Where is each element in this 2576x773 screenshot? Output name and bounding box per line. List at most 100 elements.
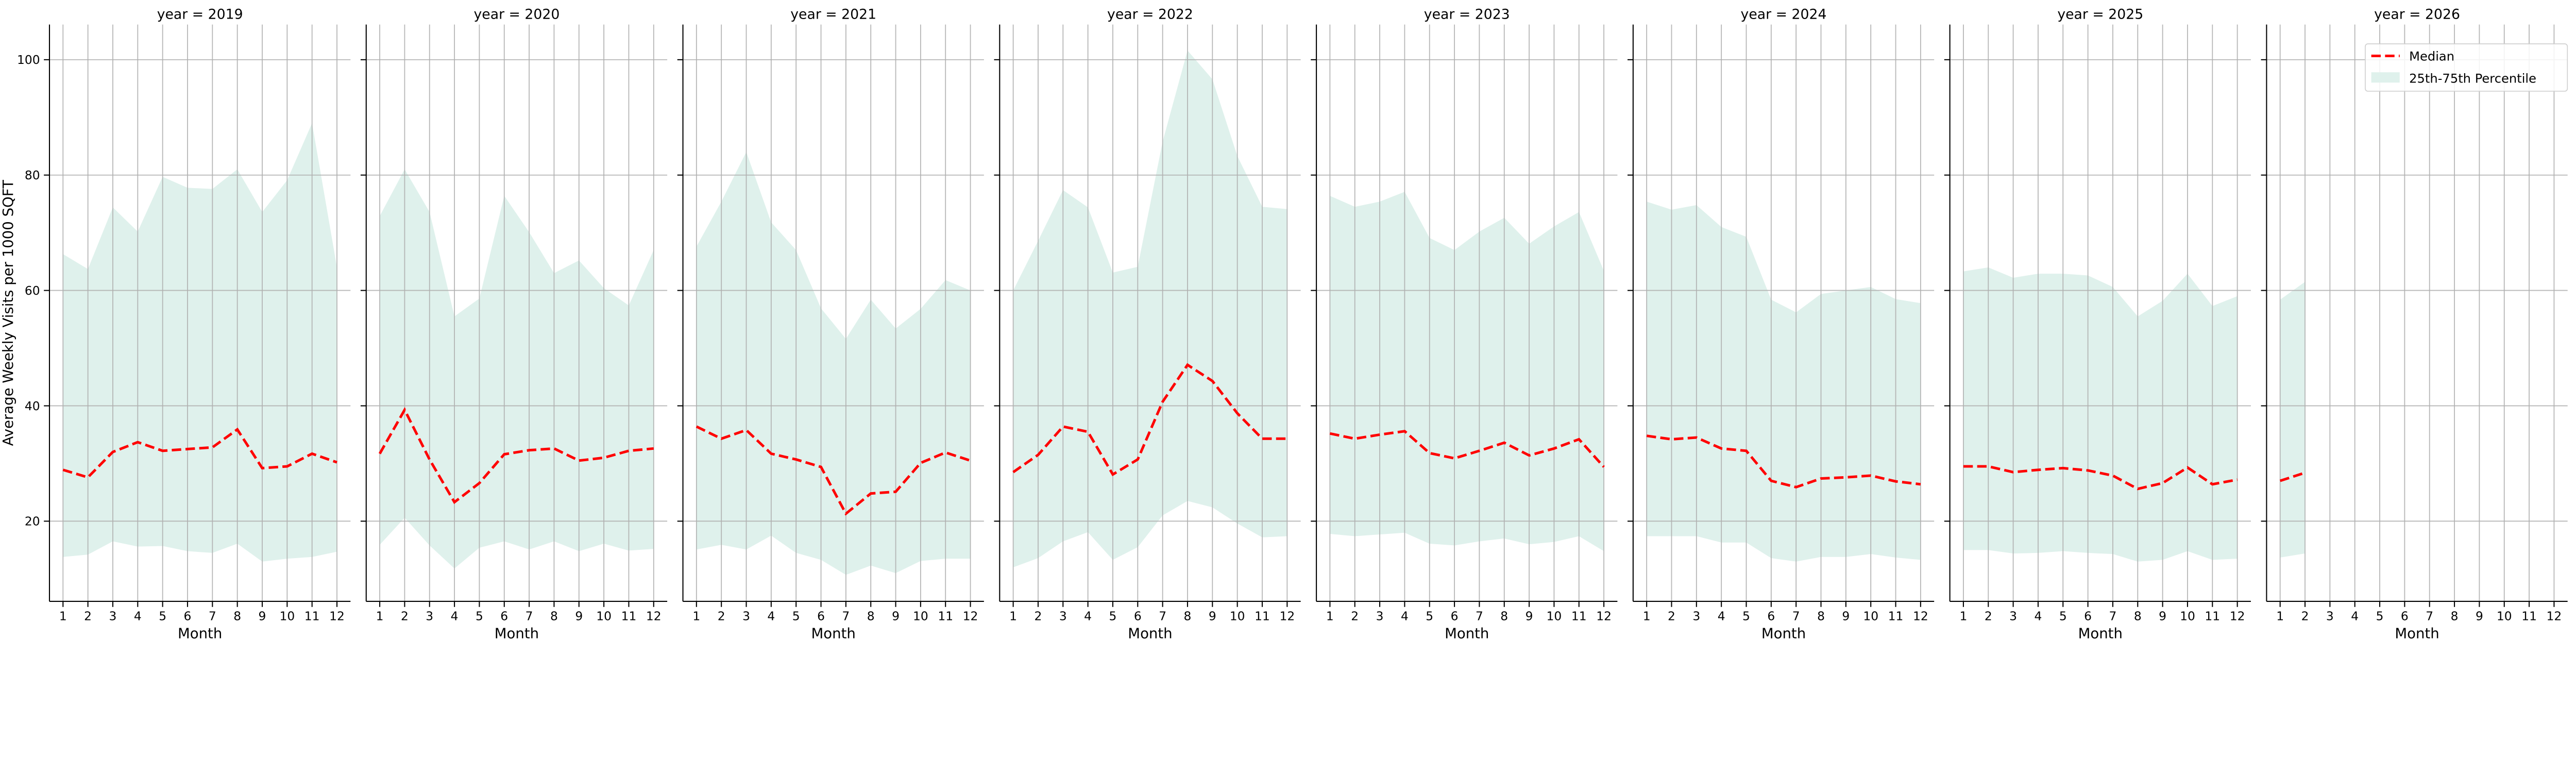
- x-tick-label: 1: [2276, 609, 2284, 624]
- x-tick-label: 3: [109, 609, 117, 624]
- y-tick-label: 40: [25, 399, 40, 413]
- x-tick-label: 3: [742, 609, 750, 624]
- x-tick-label: 9: [2159, 609, 2166, 624]
- percentile-band: [1647, 201, 1921, 562]
- x-tick-label: 8: [867, 609, 875, 624]
- x-tick-label: 4: [1084, 609, 1092, 624]
- x-tick-label: 10: [1547, 609, 1562, 624]
- percentile-band: [1330, 192, 1604, 551]
- x-tick-label: 10: [1863, 609, 1878, 624]
- median-line: [2279, 471, 2306, 482]
- legend-band-swatch: [2371, 72, 2400, 83]
- y-tick-label: 20: [25, 514, 40, 529]
- x-axis-label: Month: [495, 626, 539, 642]
- legend: Median 25th-75th Percentile: [2365, 43, 2568, 92]
- x-tick-label: 12: [1596, 609, 1612, 624]
- y-axis-label: Average Weekly Visits per 1000 SQFT: [0, 180, 16, 446]
- x-tick-label: 5: [2376, 609, 2384, 624]
- percentile-band: [1013, 50, 1287, 567]
- x-tick-label: 2: [1668, 609, 1675, 624]
- x-tick-label: 5: [159, 609, 166, 624]
- x-tick-label: 10: [1230, 609, 1245, 624]
- facet-title: year = 2026: [2374, 7, 2460, 23]
- x-axis-label: Month: [1445, 626, 1489, 642]
- x-tick-label: 4: [2351, 609, 2359, 624]
- x-tick-label: 7: [209, 609, 216, 624]
- y-tick-label: 60: [25, 283, 40, 298]
- x-tick-label: 10: [2180, 609, 2195, 624]
- x-tick-label: 3: [1692, 609, 1700, 624]
- x-tick-label: 6: [1451, 609, 1459, 624]
- x-tick-label: 5: [2059, 609, 2067, 624]
- x-tick-label: 6: [2084, 609, 2092, 624]
- x-tick-label: 12: [646, 609, 662, 624]
- x-tick-label: 10: [596, 609, 612, 624]
- percentile-band: [1963, 267, 2238, 562]
- x-tick-label: 11: [2521, 609, 2537, 624]
- x-axis-label: Month: [2078, 626, 2123, 642]
- x-tick-label: 12: [1913, 609, 1928, 624]
- x-tick-label: 2: [1985, 609, 1992, 624]
- x-tick-label: 9: [1842, 609, 1850, 624]
- x-tick-label: 9: [259, 609, 266, 624]
- x-tick-label: 12: [963, 609, 978, 624]
- x-axis-label: Month: [1128, 626, 1172, 642]
- x-tick-label: 2: [1035, 609, 1042, 624]
- x-tick-label: 4: [1401, 609, 1409, 624]
- x-tick-label: 8: [550, 609, 558, 624]
- x-tick-label: 1: [376, 609, 384, 624]
- x-tick-label: 2: [401, 609, 409, 624]
- x-axis-label: Month: [178, 626, 222, 642]
- x-tick-label: 7: [2109, 609, 2117, 624]
- x-tick-label: 9: [1209, 609, 1216, 624]
- x-tick-label: 7: [2426, 609, 2433, 624]
- x-tick-label: 9: [892, 609, 900, 624]
- x-tick-label: 8: [1817, 609, 1825, 624]
- x-tick-label: 12: [329, 609, 345, 624]
- x-tick-label: 3: [1059, 609, 1067, 624]
- x-tick-label: 9: [2476, 609, 2483, 624]
- legend-band-label: 25th-75th Percentile: [2409, 71, 2536, 86]
- median-line: [1963, 465, 2238, 491]
- x-tick-label: 6: [817, 609, 825, 624]
- y-tick-label: 100: [17, 53, 40, 67]
- x-tick-label: 5: [1109, 609, 1117, 624]
- x-axis-label: Month: [811, 626, 856, 642]
- x-tick-label: 11: [1571, 609, 1587, 624]
- legend-box: [2365, 43, 2568, 92]
- x-tick-label: 8: [2451, 609, 2459, 624]
- x-tick-label: 12: [2547, 609, 2562, 624]
- x-tick-label: 4: [767, 609, 775, 624]
- x-tick-label: 6: [2401, 609, 2409, 624]
- percentile-band: [2280, 281, 2306, 558]
- median-line: [1012, 363, 1287, 477]
- x-tick-label: 7: [1159, 609, 1166, 624]
- facet-title: year = 2022: [1107, 7, 1193, 23]
- x-tick-label: 3: [1376, 609, 1384, 624]
- x-tick-label: 7: [526, 609, 533, 624]
- x-tick-label: 11: [1255, 609, 1270, 624]
- median-line: [62, 427, 337, 479]
- median-line: [1329, 430, 1605, 468]
- x-axis-label: Month: [2395, 626, 2439, 642]
- x-tick-label: 10: [2497, 609, 2512, 624]
- x-tick-label: 12: [2230, 609, 2245, 624]
- x-tick-label: 4: [134, 609, 142, 624]
- y-tick-label: 80: [25, 168, 40, 182]
- facet-title: year = 2020: [473, 7, 560, 23]
- facet-title: year = 2019: [157, 7, 243, 23]
- x-tick-label: 4: [1718, 609, 1725, 624]
- x-tick-label: 11: [304, 609, 320, 624]
- x-tick-label: 4: [2035, 609, 2042, 624]
- median-line: [696, 425, 971, 516]
- x-tick-label: 3: [426, 609, 433, 624]
- x-tick-label: 11: [1888, 609, 1904, 624]
